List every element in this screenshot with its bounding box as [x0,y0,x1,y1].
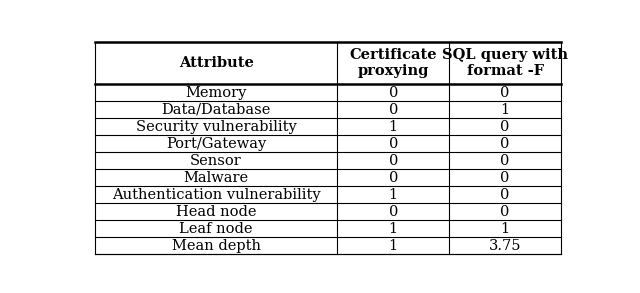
Text: 0: 0 [500,188,510,202]
Text: 0: 0 [500,137,510,151]
Text: Certificate
proxying: Certificate proxying [349,48,437,78]
Text: 1: 1 [388,239,398,253]
Text: 1: 1 [388,188,398,202]
Text: Mean depth: Mean depth [172,239,260,253]
Text: 0: 0 [500,154,510,168]
Text: 1: 1 [500,103,509,117]
Text: Authentication vulnerability: Authentication vulnerability [112,188,321,202]
Text: Port/Gateway: Port/Gateway [166,137,266,151]
Text: 0: 0 [388,171,398,185]
Text: 0: 0 [388,103,398,117]
Text: 0: 0 [500,86,510,100]
Text: Malware: Malware [184,171,249,185]
Text: 0: 0 [388,86,398,100]
Text: 0: 0 [500,205,510,219]
Text: 0: 0 [500,120,510,134]
Text: 0: 0 [388,154,398,168]
Text: Head node: Head node [176,205,257,219]
Text: 1: 1 [500,222,509,236]
Text: Security vulnerability: Security vulnerability [136,120,296,134]
Text: 3.75: 3.75 [489,239,522,253]
Text: 1: 1 [388,222,398,236]
Text: SQL query with
format -F: SQL query with format -F [442,48,568,78]
Text: 0: 0 [500,171,510,185]
Text: Attribute: Attribute [179,56,253,70]
Text: 0: 0 [388,205,398,219]
Text: Sensor: Sensor [190,154,242,168]
Text: Memory: Memory [186,86,247,100]
Text: 0: 0 [388,137,398,151]
Text: 1: 1 [388,120,398,134]
Text: Leaf node: Leaf node [179,222,253,236]
Text: Data/Database: Data/Database [161,103,271,117]
